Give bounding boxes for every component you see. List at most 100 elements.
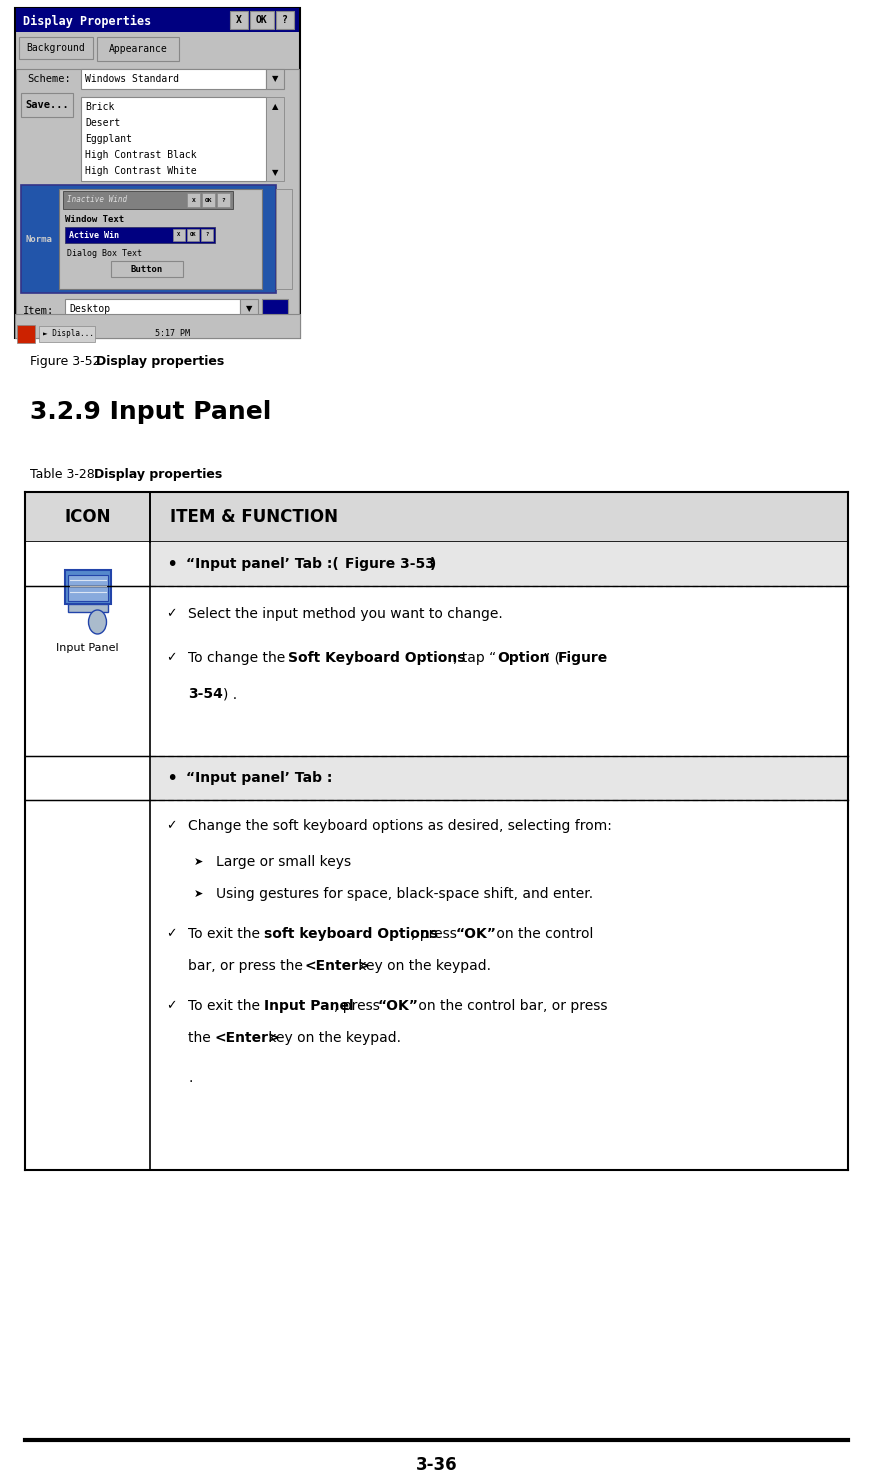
Text: key on the keypad.: key on the keypad. bbox=[264, 1032, 401, 1045]
Bar bbox=[67, 604, 108, 613]
Bar bbox=[19, 37, 93, 59]
Bar bbox=[230, 10, 248, 30]
Text: Select the input method you want to change.: Select the input method you want to chan… bbox=[188, 607, 503, 621]
Text: To exit the: To exit the bbox=[188, 927, 264, 942]
Text: Active Win: Active Win bbox=[69, 230, 119, 239]
Bar bbox=[266, 97, 284, 182]
Text: ✓: ✓ bbox=[166, 999, 177, 1013]
Text: , press: , press bbox=[334, 999, 384, 1013]
Text: key on the keypad.: key on the keypad. bbox=[354, 959, 491, 973]
Text: .: . bbox=[188, 1072, 192, 1085]
Bar bbox=[25, 492, 848, 542]
Text: Dialog Box Text: Dialog Box Text bbox=[67, 248, 142, 257]
Bar bbox=[276, 10, 294, 30]
Bar bbox=[25, 542, 848, 586]
Bar bbox=[15, 7, 300, 338]
Bar bbox=[16, 69, 299, 337]
Text: Appearance: Appearance bbox=[108, 44, 167, 55]
Text: Button: Button bbox=[131, 264, 163, 273]
Text: Table 3-28: Table 3-28 bbox=[30, 468, 99, 481]
Text: Save...: Save... bbox=[25, 100, 69, 111]
Bar bbox=[81, 69, 266, 89]
Bar bbox=[250, 10, 274, 30]
Text: ?: ? bbox=[221, 198, 226, 202]
Text: 3-54: 3-54 bbox=[188, 686, 223, 701]
Text: Eggplant: Eggplant bbox=[85, 134, 132, 145]
Text: Input Panel: Input Panel bbox=[264, 999, 354, 1013]
Text: Item:: Item: bbox=[23, 306, 54, 316]
Text: Inactive Wind: Inactive Wind bbox=[67, 195, 127, 205]
Text: Figure 3-52: Figure 3-52 bbox=[30, 356, 104, 368]
Text: ✓: ✓ bbox=[166, 927, 177, 940]
Bar bbox=[97, 37, 179, 61]
Bar bbox=[25, 542, 150, 1170]
Text: ➤: ➤ bbox=[194, 858, 203, 866]
Text: 3.2.9 Input Panel: 3.2.9 Input Panel bbox=[30, 400, 271, 424]
Text: ▼: ▼ bbox=[272, 74, 278, 84]
Bar bbox=[187, 193, 200, 207]
Text: the: the bbox=[188, 1032, 215, 1045]
Text: “OK”: “OK” bbox=[456, 927, 497, 942]
Bar bbox=[173, 229, 185, 241]
Bar bbox=[276, 189, 292, 289]
Text: High Contrast Black: High Contrast Black bbox=[85, 151, 197, 159]
Text: ?: ? bbox=[206, 233, 208, 238]
Text: Display properties: Display properties bbox=[94, 468, 222, 481]
Text: Figure: Figure bbox=[558, 651, 608, 666]
Bar bbox=[65, 300, 240, 319]
Bar bbox=[187, 229, 199, 241]
Text: High Contrast White: High Contrast White bbox=[85, 165, 197, 176]
Text: , press: , press bbox=[411, 927, 461, 942]
Bar bbox=[262, 300, 288, 319]
Text: on the control bar, or press: on the control bar, or press bbox=[414, 999, 607, 1013]
Text: , tap “: , tap “ bbox=[453, 651, 496, 666]
Text: <Enter>: <Enter> bbox=[304, 959, 369, 973]
Text: Background: Background bbox=[26, 43, 86, 53]
Text: Desktop: Desktop bbox=[69, 304, 110, 314]
Bar bbox=[217, 193, 230, 207]
Text: “OK”: “OK” bbox=[378, 999, 419, 1013]
Text: ICON: ICON bbox=[64, 508, 111, 525]
Text: To exit the: To exit the bbox=[188, 999, 264, 1013]
Bar bbox=[25, 586, 848, 756]
Text: Window Text: Window Text bbox=[65, 214, 124, 223]
Text: ➤: ➤ bbox=[194, 889, 203, 899]
Text: ▲: ▲ bbox=[272, 102, 278, 112]
Bar bbox=[65, 570, 110, 604]
Bar bbox=[15, 314, 300, 338]
Text: Norma: Norma bbox=[25, 236, 52, 245]
Text: soft keyboard Options: soft keyboard Options bbox=[264, 927, 438, 942]
Text: ITEM & FUNCTION: ITEM & FUNCTION bbox=[170, 508, 338, 525]
Text: Figure 3-53: Figure 3-53 bbox=[345, 556, 435, 571]
Text: bar, or press the: bar, or press the bbox=[188, 959, 307, 973]
Bar bbox=[59, 189, 262, 289]
Text: Option: Option bbox=[497, 651, 550, 666]
Bar bbox=[17, 325, 35, 342]
Bar bbox=[201, 229, 213, 241]
Text: on the control: on the control bbox=[492, 927, 593, 942]
Text: ” (: ” ( bbox=[543, 651, 560, 666]
Text: Display Properties: Display Properties bbox=[23, 15, 151, 28]
Text: Display properties: Display properties bbox=[96, 356, 224, 368]
Text: Change the soft keyboard options as desired, selecting from:: Change the soft keyboard options as desi… bbox=[188, 819, 612, 832]
Text: ✓: ✓ bbox=[166, 651, 177, 664]
Bar bbox=[63, 190, 233, 210]
Bar bbox=[266, 69, 284, 89]
Text: <Enter>: <Enter> bbox=[214, 1032, 280, 1045]
Bar bbox=[111, 261, 183, 277]
Text: OK: OK bbox=[205, 198, 213, 202]
Text: X: X bbox=[192, 198, 195, 202]
Text: ▼: ▼ bbox=[246, 304, 252, 313]
Text: ): ) bbox=[430, 556, 437, 571]
Bar bbox=[202, 193, 215, 207]
Text: X: X bbox=[236, 15, 242, 25]
Bar bbox=[39, 326, 95, 342]
Bar bbox=[67, 576, 108, 601]
Text: “Input panel’ Tab :: “Input panel’ Tab : bbox=[186, 770, 332, 785]
Text: “Input panel’ Tab :(: “Input panel’ Tab :( bbox=[186, 556, 344, 571]
Text: Scheme:: Scheme: bbox=[27, 74, 71, 84]
Text: ?: ? bbox=[282, 15, 288, 25]
Bar bbox=[25, 800, 848, 1170]
Bar bbox=[21, 93, 73, 117]
Text: ✓: ✓ bbox=[166, 608, 177, 620]
